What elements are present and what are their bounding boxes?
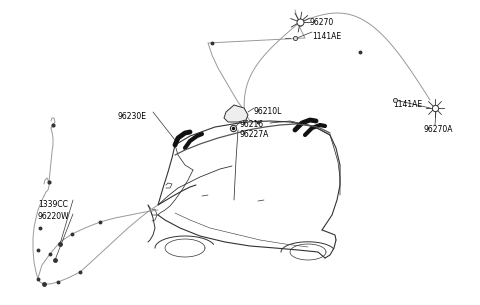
Text: 1339CC: 1339CC [38, 200, 68, 209]
Text: 96227A: 96227A [240, 130, 269, 139]
Polygon shape [224, 105, 248, 122]
Text: 1141AE: 1141AE [393, 100, 422, 109]
Text: 96216: 96216 [240, 120, 264, 129]
Text: 1141AE: 1141AE [312, 32, 341, 41]
Text: 96270: 96270 [310, 18, 334, 27]
Text: 96210L: 96210L [254, 107, 282, 116]
Text: 96220W: 96220W [38, 212, 70, 221]
Text: 96270A: 96270A [424, 125, 454, 134]
Text: 96230E: 96230E [118, 112, 147, 121]
